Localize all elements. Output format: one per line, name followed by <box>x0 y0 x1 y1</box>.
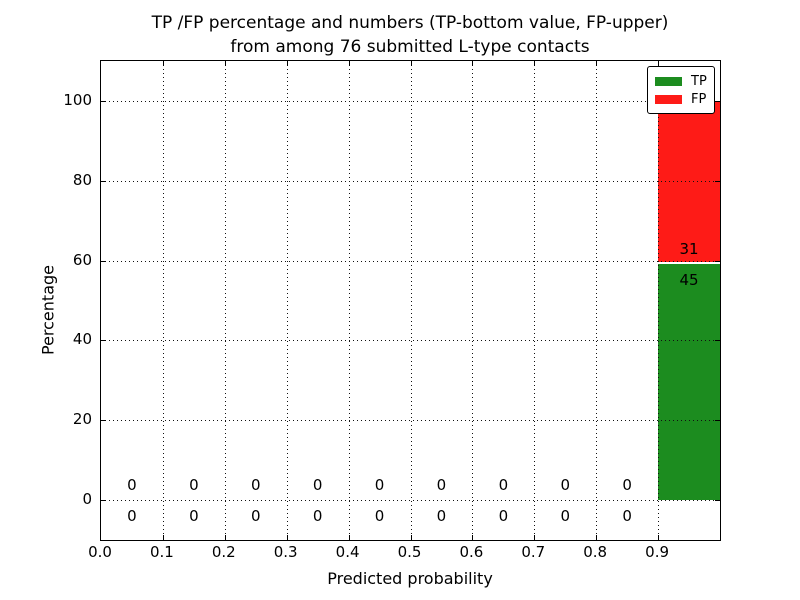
x-tick-label: 0.6 <box>459 543 484 561</box>
x-tick-bottom <box>286 535 288 540</box>
x-tick-top <box>410 61 412 66</box>
tp-count-label: 0 <box>374 507 385 526</box>
y-tick-label: 100 <box>63 90 92 109</box>
y-tick-right <box>715 500 720 502</box>
legend-label-tp: TP <box>691 73 707 89</box>
tp-count-label: 0 <box>312 507 323 526</box>
x-tick-label: 0.2 <box>211 543 236 561</box>
x-tick-top <box>162 61 164 66</box>
x-tick-bottom <box>348 535 350 540</box>
fp-legend-swatch <box>655 94 682 104</box>
gridline-vertical <box>224 61 226 540</box>
y-tick-label: 40 <box>72 330 92 349</box>
gridline-vertical <box>162 61 164 540</box>
y-tick-right <box>715 100 720 102</box>
y-tick-left <box>101 180 106 182</box>
tp-count-label: 45 <box>679 270 699 289</box>
legend-entry-fp: FP <box>655 93 714 106</box>
fp-count-label: 0 <box>436 476 447 495</box>
x-tick-bottom <box>162 535 164 540</box>
fp-count-label: 0 <box>498 476 509 495</box>
x-tick-label: 0.7 <box>521 543 546 561</box>
chart-title-line2: from among 76 submitted L-type contacts <box>230 37 590 57</box>
tp-count-label: 0 <box>189 507 199 526</box>
fp-count-label: 31 <box>679 239 699 258</box>
tp-bar-segment <box>658 263 720 501</box>
y-tick-left <box>101 100 106 102</box>
fp-count-label: 0 <box>312 476 323 495</box>
value-labels-layer: 0 0 0 0 0 0 0 0 0 0 0 0 0 0 0 0 0 0 31 45 <box>101 61 720 540</box>
fp-count-label: 0 <box>622 476 632 495</box>
tp-count-label: 0 <box>250 507 261 526</box>
gridline-vertical <box>534 61 536 540</box>
x-tick-label: 0.8 <box>583 543 608 561</box>
y-tick-right <box>715 340 720 342</box>
gridline-vertical <box>472 61 474 540</box>
tp-count-label: 0 <box>498 507 509 526</box>
y-tick-left <box>101 340 106 342</box>
x-tick-top <box>472 61 474 66</box>
tp-count-label: 0 <box>622 507 632 526</box>
x-tick-top <box>534 61 536 66</box>
x-tick-bottom <box>534 535 536 540</box>
fp-count-label: 0 <box>374 476 385 495</box>
gridline-vertical <box>658 61 660 540</box>
x-tick-label: 0.0 <box>88 543 112 561</box>
legend-label-fp: FP <box>691 91 707 107</box>
y-tick-left <box>101 260 106 262</box>
tp-count-label: 0 <box>560 507 571 526</box>
y-tick-label: 80 <box>72 170 92 189</box>
gridline-vertical <box>286 61 288 540</box>
x-tick-bottom <box>410 535 412 540</box>
plot-area: 0 0 0 0 0 0 0 0 0 0 0 0 0 0 0 0 0 0 31 45 <box>100 60 721 541</box>
legend-entry-tp: TP <box>655 75 714 88</box>
y-tick-label: 20 <box>72 410 92 429</box>
x-tick-top <box>348 61 350 66</box>
y-tick-label: 0 <box>82 490 92 509</box>
tp-legend-swatch <box>655 76 682 86</box>
x-tick-label: 0.3 <box>273 543 298 561</box>
tp-count-label: 0 <box>127 507 137 526</box>
gridline-vertical <box>596 61 598 540</box>
x-tick-top <box>224 61 226 66</box>
x-tick-label: 0.5 <box>397 543 422 561</box>
gridline-vertical <box>348 61 350 540</box>
fp-count-label: 0 <box>189 476 199 495</box>
y-tick-right <box>715 180 720 182</box>
y-tick-left <box>101 420 106 422</box>
x-tick-bottom <box>224 535 226 540</box>
chart-title-line1: TP /FP percentage and numbers (TP-bottom… <box>151 13 669 33</box>
x-tick-top <box>658 61 660 66</box>
x-tick-top <box>286 61 288 66</box>
x-axis-label: Predicted probability <box>327 569 493 588</box>
fp-count-label: 0 <box>127 476 137 495</box>
x-tick-label: 0.9 <box>645 543 670 561</box>
y-tick-label: 60 <box>72 250 92 269</box>
fp-count-label: 0 <box>560 476 571 495</box>
x-tick-bottom <box>658 535 660 540</box>
x-tick-bottom <box>472 535 474 540</box>
ticks-layer <box>101 61 720 540</box>
fp-count-label: 0 <box>250 476 261 495</box>
y-tick-left <box>101 500 106 502</box>
x-tick-bottom <box>596 535 598 540</box>
gridline-vertical <box>410 61 412 540</box>
grid-layer <box>101 61 720 540</box>
legend: TP FP <box>647 66 715 114</box>
y-tick-right <box>715 420 720 422</box>
x-tick-label: 0.4 <box>335 543 360 561</box>
tp-count-label: 0 <box>436 507 447 526</box>
x-tick-top <box>596 61 598 66</box>
y-tick-right <box>715 260 720 262</box>
x-tick-label: 0.1 <box>149 543 174 561</box>
